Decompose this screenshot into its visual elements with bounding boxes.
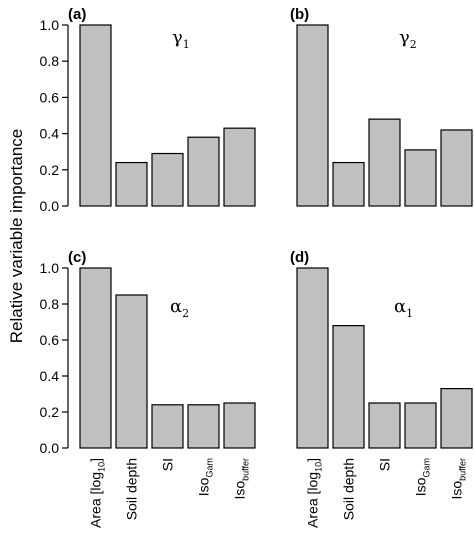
- panel-title: γ2: [399, 27, 417, 51]
- y-tick-label: 0.8: [40, 53, 60, 69]
- y-tick-label: 0.2: [40, 162, 60, 178]
- y-tick-label: 1.0: [40, 17, 60, 33]
- x-tick-label: SI: [160, 458, 176, 471]
- panel-b: (b) γ2: [290, 6, 473, 207]
- panel-label: (a): [68, 6, 86, 23]
- panel-label: (c): [68, 249, 86, 266]
- bar-2: [115, 161, 148, 207]
- bar-3: [368, 402, 401, 449]
- panel-c: 0.0 0.2 0.4 0.6 0.8 1.0 (c) α2: [40, 249, 256, 456]
- x-tick-label: Soil depth: [341, 458, 357, 520]
- bar-5: [440, 388, 473, 449]
- y-tick-label: 0.2: [40, 404, 60, 420]
- bar-2: [115, 294, 148, 449]
- bar-3: [151, 152, 184, 207]
- bar-2: [332, 325, 365, 449]
- y-axis: 0.0 0.2 0.4 0.6 0.8 1.0: [40, 17, 69, 214]
- panels: 0.0 0.2 0.4 0.6 0.8 1.0 (a) γ1 (b) γ2 0.0 0.2 0.4 0.6…: [40, 6, 473, 456]
- bar-1: [296, 24, 329, 207]
- panel-title: α1: [394, 296, 413, 320]
- bar-1: [79, 24, 112, 207]
- bar-1: [79, 267, 112, 449]
- y-tick-label: 0.0: [40, 198, 60, 214]
- x-tick-label: Area [log10]: [88, 458, 107, 528]
- bar-4: [404, 149, 437, 207]
- y-axis: 0.0 0.2 0.4 0.6 0.8 1.0: [40, 260, 69, 456]
- bar-4: [187, 136, 220, 207]
- panel-a: 0.0 0.2 0.4 0.6 0.8 1.0 (a) γ1: [40, 6, 256, 214]
- bar-3: [368, 118, 401, 207]
- bar-3: [151, 404, 184, 449]
- bar-1: [296, 267, 329, 449]
- y-tick-label: 0.8: [40, 296, 60, 312]
- x-tick-label: Isobuffer: [449, 458, 468, 500]
- panel-title: γ1: [172, 27, 190, 51]
- y-tick-label: 0.0: [40, 440, 60, 456]
- y-tick-label: 0.6: [40, 89, 60, 105]
- bar-5: [440, 129, 473, 207]
- bar-4: [404, 402, 437, 449]
- bar-5: [223, 402, 256, 449]
- y-tick-label: 0.4: [40, 368, 60, 384]
- panel-title: α2: [170, 296, 189, 320]
- y-axis-title: Relative variable importance: [7, 129, 26, 344]
- y-tick-label: 0.6: [40, 332, 60, 348]
- x-tick-label: SI: [377, 458, 393, 471]
- x-tick-label: Isobuffer: [232, 458, 251, 500]
- bar-2: [332, 161, 365, 207]
- x-tick-label: Soil depth: [124, 458, 140, 520]
- panel-d: (d) α1: [290, 249, 473, 449]
- y-tick-label: 0.4: [40, 126, 60, 142]
- x-tick-label: IsoGam: [196, 458, 215, 496]
- x-tick-label: Area [log10]: [305, 458, 324, 528]
- x-tick-label: IsoGam: [413, 458, 432, 496]
- x-tick-labels: Area [log10] Soil depth SI IsoGam Isobuffer A…: [88, 458, 468, 528]
- panel-label: (b): [290, 6, 309, 23]
- bar-4: [187, 404, 220, 449]
- y-tick-label: 1.0: [40, 260, 60, 276]
- bar-5: [223, 127, 256, 207]
- panel-label: (d): [290, 249, 309, 266]
